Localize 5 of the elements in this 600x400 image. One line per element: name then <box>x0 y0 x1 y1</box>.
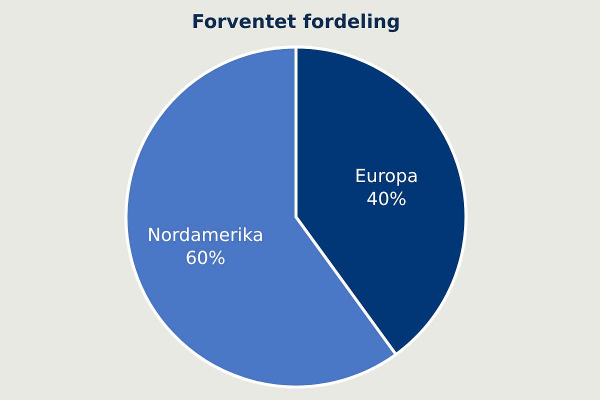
chart-title: Forventet fordeling <box>192 11 400 33</box>
slice-label: Europa <box>354 166 418 188</box>
data-label: 60% <box>185 248 226 269</box>
slice-label: Nordamerika <box>147 224 264 246</box>
data-label: 40% <box>366 189 407 210</box>
